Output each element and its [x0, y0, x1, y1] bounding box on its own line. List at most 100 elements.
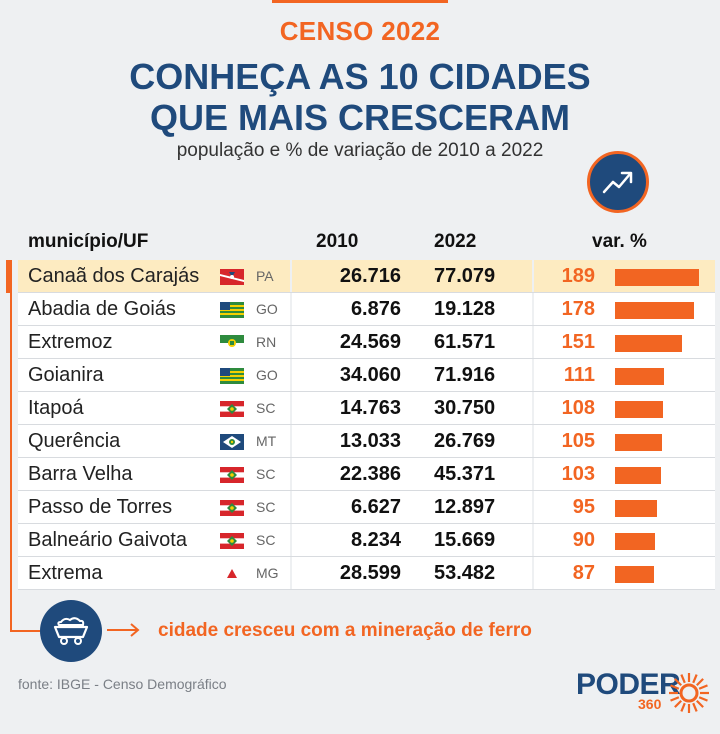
population-2022: 15.669 — [434, 529, 496, 551]
sun-ray — [670, 696, 680, 702]
sc-flag-icon — [220, 467, 244, 483]
column-divider — [290, 524, 292, 557]
row-separator — [18, 358, 715, 359]
sc-flag-icon — [220, 401, 244, 417]
population-2022: 30.750 — [434, 397, 496, 419]
rn-flag-icon — [220, 335, 244, 351]
variation-percent: 87 — [572, 562, 595, 584]
table-row: Passo de Torres SC 6.627 12.897 95 — [18, 491, 715, 524]
top-accent-bar — [272, 0, 448, 3]
subtitle: população e % de variação de 2010 a 2022 — [176, 140, 544, 161]
table-row: Abadia de Goiás GO 6.876 19.128 178 — [18, 293, 715, 326]
column-divider — [532, 425, 534, 458]
population-2022: 19.128 — [434, 298, 496, 320]
row-separator — [18, 457, 715, 458]
state-code: MT — [256, 433, 277, 449]
population-2010: 6.627 — [350, 496, 401, 518]
row-separator — [18, 490, 715, 491]
column-divider — [532, 293, 534, 326]
sun-ray — [696, 678, 704, 686]
population-2010: 14.763 — [339, 397, 401, 419]
column-divider — [532, 260, 534, 293]
row-separator — [18, 292, 715, 293]
table-row: Extrema MG 28.599 53.482 87 — [18, 557, 715, 590]
table-row: Extremoz RN 24.569 61.571 151 — [18, 326, 715, 359]
column-header-municipio: município/UF — [28, 231, 149, 252]
sun-ray — [680, 702, 686, 712]
population-2022: 12.897 — [434, 496, 496, 518]
population-2010: 22.386 — [339, 463, 401, 485]
mining-note: cidade cresceu com a mineração de ferro — [158, 620, 532, 641]
mt-flag-icon — [220, 434, 244, 450]
sun-ray — [692, 702, 698, 712]
column-divider — [532, 392, 534, 425]
column-divider — [290, 260, 292, 293]
state-code: GO — [256, 301, 278, 317]
poder360-logo: PODER 360 — [576, 668, 716, 718]
variation-bar — [615, 533, 655, 550]
variation-bar — [615, 335, 683, 352]
city-name: Extremoz — [28, 331, 113, 353]
population-2022: 77.079 — [434, 265, 496, 287]
go-flag-icon — [220, 368, 244, 384]
column-divider — [532, 491, 534, 524]
table-row: Itapoá SC 14.763 30.750 108 — [18, 392, 715, 425]
highlight-guide-line — [10, 268, 12, 631]
city-name: Querência — [28, 430, 121, 452]
variation-bar — [615, 434, 662, 451]
column-divider — [532, 326, 534, 359]
logo-sun-icon — [669, 673, 709, 713]
population-2022: 53.482 — [434, 562, 496, 584]
city-name: Barra Velha — [28, 463, 133, 485]
variation-bar — [615, 566, 654, 583]
arrow-right-icon — [106, 620, 142, 645]
state-code: MG — [256, 565, 279, 581]
mg-flag-icon — [220, 566, 244, 582]
variation-percent: 90 — [572, 529, 595, 551]
city-name: Abadia de Goiás — [28, 298, 176, 320]
go-flag-icon — [220, 302, 244, 318]
variation-bar — [615, 269, 699, 286]
population-2010: 26.716 — [339, 265, 401, 287]
sc-flag-icon — [220, 500, 244, 516]
sun-ray — [680, 674, 686, 684]
population-2010: 8.234 — [350, 529, 401, 551]
variation-percent: 105 — [561, 430, 595, 452]
variation-percent: 111 — [563, 364, 595, 386]
column-header-2022: 2022 — [434, 231, 477, 252]
column-divider — [532, 524, 534, 557]
population-2022: 26.769 — [434, 430, 496, 452]
sun-ray — [692, 674, 698, 684]
column-divider — [532, 557, 534, 590]
state-code: RN — [256, 334, 277, 350]
state-code: SC — [256, 466, 276, 482]
trend-up-icon — [587, 151, 649, 213]
column-header-var: var. % — [592, 231, 647, 252]
population-2010: 28.599 — [339, 562, 401, 584]
city-name: Canaã dos Carajás — [28, 265, 200, 287]
variation-bar — [615, 500, 658, 517]
population-2022: 45.371 — [434, 463, 496, 485]
population-2010: 6.876 — [350, 298, 401, 320]
sun-ray — [698, 696, 708, 702]
column-divider — [532, 359, 534, 392]
variation-bar — [615, 302, 695, 319]
variation-percent: 178 — [561, 298, 595, 320]
column-divider — [290, 359, 292, 392]
variation-bar — [615, 368, 665, 385]
city-name: Itapoá — [28, 397, 84, 419]
sun-ray — [670, 684, 680, 690]
column-divider — [290, 425, 292, 458]
variation-percent: 95 — [572, 496, 595, 518]
variation-percent: 108 — [561, 397, 595, 419]
column-divider — [290, 326, 292, 359]
population-2010: 34.060 — [339, 364, 401, 386]
column-divider — [290, 557, 292, 590]
title-line-1: CONHEÇA AS 10 CIDADES — [129, 56, 591, 97]
data-table: Canaã dos Carajás PA 26.716 77.079 189 Abadia… — [6, 260, 715, 590]
variation-percent: 103 — [561, 463, 595, 485]
row-separator — [18, 523, 715, 524]
state-code: PA — [256, 268, 274, 284]
row-separator — [18, 589, 715, 590]
city-name: Extrema — [28, 562, 103, 584]
